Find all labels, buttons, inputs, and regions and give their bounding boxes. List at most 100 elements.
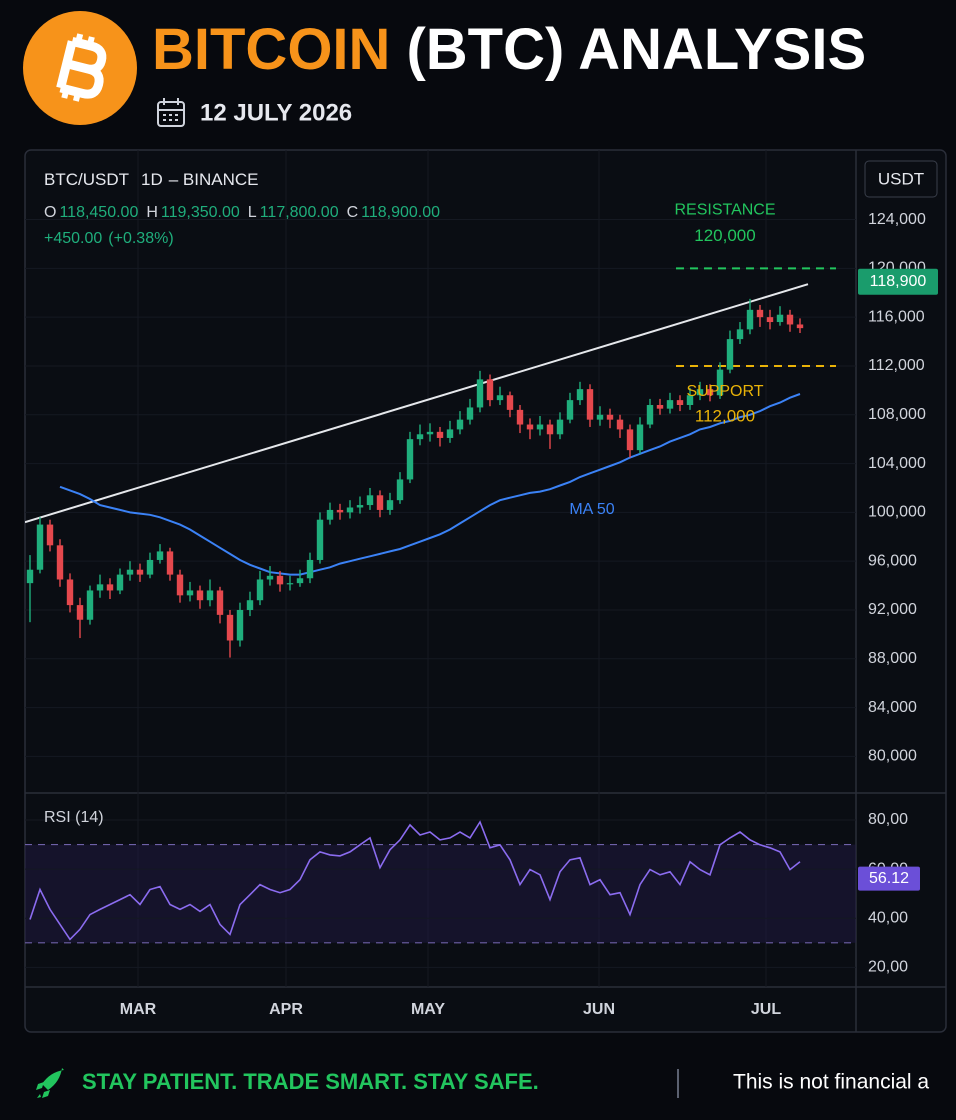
y-tick-label: 124,000 <box>868 211 926 228</box>
candle-body <box>236 609 244 641</box>
ohlc-value: 118,450.00 <box>59 204 138 221</box>
rocket-icon <box>36 1068 64 1098</box>
candle-body <box>336 509 344 513</box>
candle-body <box>746 309 754 330</box>
candle-body <box>406 439 414 480</box>
candle-body <box>736 329 744 340</box>
candle-body <box>626 429 634 451</box>
y-tick-label: 116,000 <box>868 308 925 325</box>
candle-body <box>796 324 804 329</box>
interval: 1D <box>141 170 163 189</box>
ohlc-line: O 118,450.00 H 119,350.00 L 117,800.00 C 118,90… <box>44 204 440 221</box>
candle-body <box>536 424 544 430</box>
candle-body <box>146 559 154 575</box>
candle-body <box>766 317 774 323</box>
footer-disclaimer: This is not financial a <box>733 1071 929 1094</box>
y-tick-label: 88,000 <box>868 650 917 667</box>
candle-body <box>56 545 64 580</box>
support-label: SUPPORT <box>686 383 763 400</box>
candle-body <box>186 590 194 596</box>
candle-body <box>486 379 494 401</box>
chart-frame <box>24 149 947 1033</box>
candle-body <box>496 395 504 401</box>
candle-body <box>696 389 704 396</box>
y-tick-label: 96,000 <box>868 552 917 569</box>
footer-slogan: STAY PATIENT. TRADE SMART. STAY SAFE. <box>82 1069 539 1094</box>
title-highlight: BITCOIN <box>152 17 390 82</box>
y-tick-label: 100,000 <box>868 504 926 521</box>
ohlc-label: O <box>44 204 56 221</box>
candle-body <box>26 569 34 584</box>
candle-body <box>666 400 674 409</box>
symbol-line: BTC/USDT 1D – BINANCE <box>44 170 258 189</box>
unit-box[interactable] <box>864 160 938 198</box>
title-rest: (BTC) ANALYSIS <box>406 17 866 82</box>
x-tick-label: JUL <box>751 1001 781 1018</box>
candle-body <box>656 405 664 409</box>
y-tick-label: 108,000 <box>868 406 926 423</box>
candle-body <box>286 583 294 585</box>
candle-body <box>176 574 184 596</box>
trendline <box>25 283 809 524</box>
candle-body <box>636 424 644 451</box>
candle-body <box>786 314 794 325</box>
change-value: +450.00 <box>44 230 102 247</box>
candle-body <box>646 405 654 425</box>
candle-body <box>546 424 554 435</box>
candle-body <box>556 419 564 435</box>
candle-body <box>436 431 444 438</box>
candle-body <box>476 379 484 408</box>
candle-body <box>226 614 234 641</box>
symbol: BTC/USDT <box>44 170 129 189</box>
candle-body <box>256 579 264 601</box>
candle-body <box>206 590 214 601</box>
ohlc-label: C <box>347 204 359 221</box>
rsi-tick-label: 80,00 <box>868 811 908 828</box>
candle-body <box>726 339 734 370</box>
ma-line <box>59 393 801 576</box>
candle-body <box>316 519 324 560</box>
candle-body <box>676 400 684 406</box>
candle-body <box>246 600 254 610</box>
y-tick-label: 80,000 <box>868 748 917 765</box>
y-tick-label: 84,000 <box>868 699 917 716</box>
rsi-current-box <box>858 866 920 891</box>
candle-body <box>136 569 144 575</box>
candle-body <box>686 395 694 406</box>
candle-body <box>86 590 94 620</box>
axis-unit[interactable]: USDT <box>878 169 924 188</box>
candle-body <box>586 389 594 420</box>
x-tick-label: MAR <box>120 1001 157 1018</box>
current-price-label: 118,900 <box>870 273 927 290</box>
candle-body <box>526 424 534 430</box>
ohlc-value: 118,900.00 <box>361 204 440 221</box>
candle-body <box>66 579 74 606</box>
x-tick-label: MAY <box>411 1001 445 1018</box>
candle-body <box>716 369 724 396</box>
candle-body <box>466 407 474 420</box>
candle-body <box>566 400 574 420</box>
candle-body <box>516 409 524 425</box>
rsi-tick-label: 40,00 <box>868 909 908 926</box>
candle-body <box>296 578 304 584</box>
candle-body <box>116 574 124 591</box>
x-tick-label: JUN <box>583 1001 615 1018</box>
candle-body <box>276 575 284 585</box>
candle-body <box>106 584 114 591</box>
y-tick-label: 104,000 <box>868 455 926 472</box>
candle-body <box>416 434 424 440</box>
candle-body <box>306 559 314 579</box>
candle-body <box>356 505 364 508</box>
date: 12 JULY 2026 <box>200 99 352 126</box>
candle-body <box>36 524 44 570</box>
support-value: 112,000 <box>695 406 755 425</box>
resistance-value: 120,000 <box>694 226 755 245</box>
candle-body <box>596 414 604 420</box>
page-title: BITCOIN (BTC) ANALYSIS <box>152 17 866 82</box>
candle-body <box>606 414 614 420</box>
candle-body <box>196 590 204 601</box>
rsi-line <box>29 820 801 941</box>
candle-body <box>426 431 434 435</box>
